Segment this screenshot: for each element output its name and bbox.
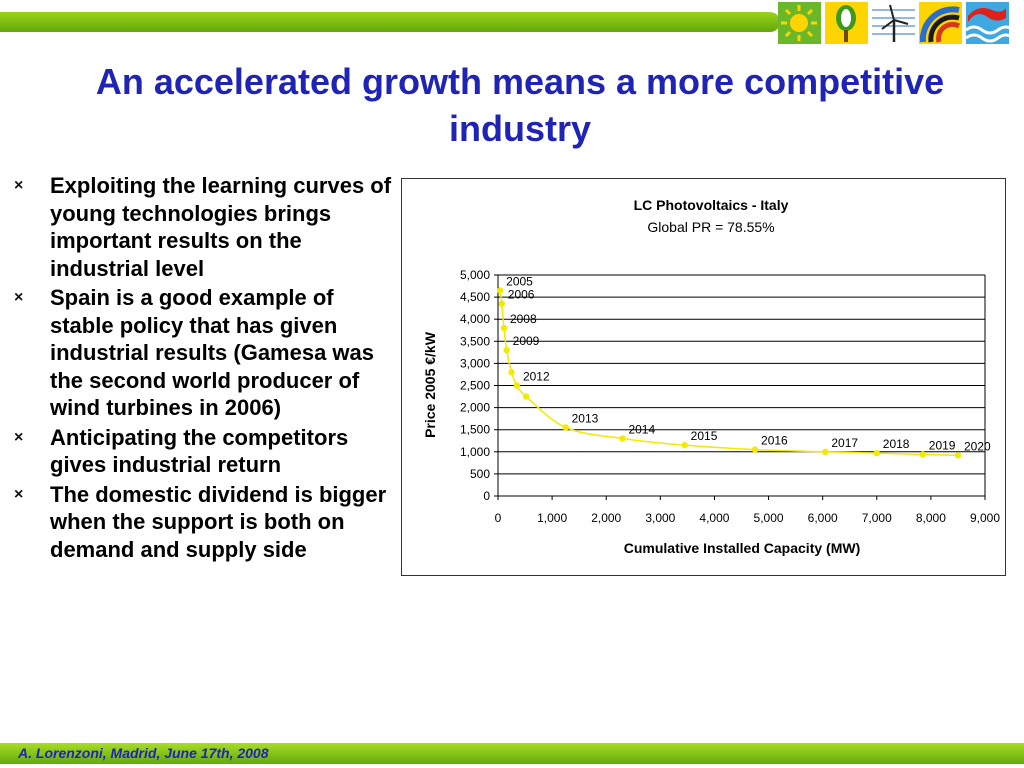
chart-subtitle: Global PR = 78.55% [647,219,774,235]
chart-title: LC Photovoltaics - Italy [634,197,789,213]
x-axis-label: Cumulative Installed Capacity (MW) [624,540,860,556]
data-label: 2018 [883,437,910,451]
data-point [954,452,962,459]
header-stripe [0,12,780,32]
data-point [496,287,504,294]
data-point [873,449,880,457]
x-tick-label: 5,000 [754,511,784,525]
data-point [508,369,515,376]
data-label: 2008 [510,312,537,326]
bullet-item: × Anticipating the competitors gives ind… [12,424,397,479]
data-label: 2005 [506,274,533,288]
data-label: 2015 [691,429,718,443]
data-point [681,441,688,449]
bullet-item: × The domestic dividend is bigger when t… [12,481,397,564]
x-tick-label: 8,000 [916,511,946,525]
chart-canvas: LC Photovoltaics - Italy Global PR = 78.… [422,197,1000,556]
data-label: 2020 [964,439,991,453]
sun-icon [778,2,821,44]
data-point [562,424,569,431]
data-label: 2019 [929,438,956,452]
data-label: 2013 [572,411,599,425]
y-tick-label: 4,500 [460,290,490,304]
y-axis-label: Price 2005 €/kW [422,331,438,438]
y-tick-label: 1,500 [460,423,490,437]
bullet-text: Spain is a good example of stable policy… [50,285,375,420]
bullet-marker: × [14,485,24,503]
x-tick-label: 9,000 [970,511,1000,525]
y-tick-label: 500 [470,467,490,481]
y-tick-label: 3,000 [460,356,490,370]
plot-area: 0 500 1,000 1,500 2,000 2,500 3,000 3,500 4,000 4… [460,268,1000,525]
bullet-item: × Spain is a good example of stable poli… [12,284,397,422]
data-label: 2012 [523,370,550,384]
y-tick-label: 3,500 [460,334,490,348]
data-label: 2016 [761,434,788,448]
x-tick-label: 7,000 [862,511,892,525]
x-tick-label: 4,000 [699,511,729,525]
x-tick-label: 3,000 [645,511,675,525]
bullet-item: × Exploiting the learning curves of youn… [12,172,397,282]
bullet-list: × Exploiting the learning curves of youn… [12,172,397,565]
hydro-arc-icon [919,2,962,44]
x-tick-label: 6,000 [808,511,838,525]
x-tick-label: 2,000 [591,511,621,525]
data-point [751,446,759,453]
bullet-text: The domestic dividend is bigger when the… [50,481,387,562]
learning-curve-line [499,290,958,457]
slide-title: An accelerated growth means a more compe… [95,61,945,149]
bullet-marker: × [14,428,24,446]
y-tick-label: 0 [483,489,490,503]
data-label: 2009 [513,334,540,348]
data-point [500,324,508,332]
wind-turbine-icon [872,2,915,44]
y-tick-label: 2,500 [460,379,490,393]
data-point [822,448,829,455]
wave-icon [966,2,1009,44]
learning-curve-chart: LC Photovoltaics - Italy Global PR = 78.… [401,178,1006,576]
y-tick-label: 4,000 [460,312,490,326]
data-label: 2014 [628,423,655,437]
data-label: 2006 [508,288,535,302]
data-point [503,346,510,354]
bullet-marker: × [14,289,24,306]
y-tick-label: 1,000 [460,445,490,459]
y-tick-label: 2,000 [460,401,490,415]
data-point [498,300,505,307]
data-point [619,435,626,442]
x-tick-label: 1,000 [537,511,567,525]
y-tick-label: 5,000 [460,268,490,282]
bullet-text: Anticipating the competitors gives indus… [50,424,349,478]
footer-caption: A. Lorenzoni, Madrid, June 17th, 2008 [18,745,269,761]
footer-stripe [0,743,1024,764]
data-label: 2017 [831,436,858,450]
x-tick-label: 0 [495,511,502,525]
biomass-tree-icon [825,2,868,44]
renewables-logo-strip [778,2,1018,44]
data-point [513,382,521,389]
data-point [522,393,530,400]
data-point [919,451,926,458]
bullet-text: Exploiting the learning curves of young … [50,173,392,281]
bullet-marker: × [14,177,24,194]
